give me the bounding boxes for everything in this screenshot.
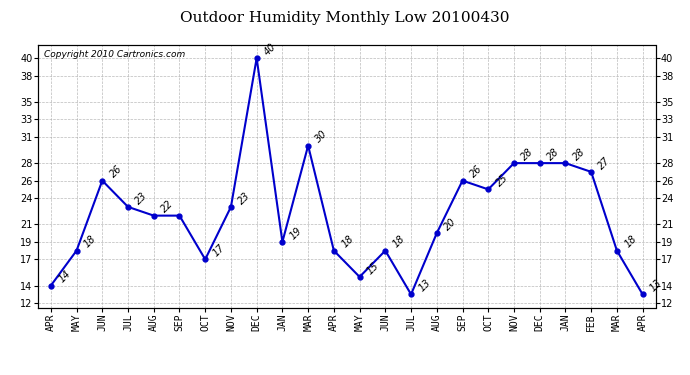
- Text: 28: 28: [571, 146, 587, 162]
- Text: 17: 17: [210, 243, 227, 259]
- Text: 27: 27: [597, 155, 613, 171]
- Text: Copyright 2010 Cartronics.com: Copyright 2010 Cartronics.com: [44, 50, 186, 59]
- Text: 22: 22: [159, 199, 175, 215]
- Text: 13: 13: [648, 278, 664, 294]
- Text: 23: 23: [134, 190, 150, 206]
- Text: 14: 14: [57, 269, 72, 285]
- Text: 28: 28: [545, 146, 561, 162]
- Text: 26: 26: [108, 164, 124, 180]
- Text: 20: 20: [442, 216, 458, 232]
- Text: 15: 15: [365, 260, 381, 276]
- Text: 26: 26: [468, 164, 484, 180]
- Text: 25: 25: [494, 172, 510, 189]
- Text: 18: 18: [82, 234, 98, 250]
- Text: 18: 18: [339, 234, 355, 250]
- Text: 18: 18: [622, 234, 638, 250]
- Text: 40: 40: [262, 41, 278, 57]
- Text: 18: 18: [391, 234, 407, 250]
- Text: 30: 30: [314, 129, 330, 145]
- Text: 28: 28: [520, 146, 535, 162]
- Text: 13: 13: [417, 278, 433, 294]
- Text: 19: 19: [288, 225, 304, 241]
- Text: Outdoor Humidity Monthly Low 20100430: Outdoor Humidity Monthly Low 20100430: [180, 11, 510, 25]
- Text: 23: 23: [237, 190, 253, 206]
